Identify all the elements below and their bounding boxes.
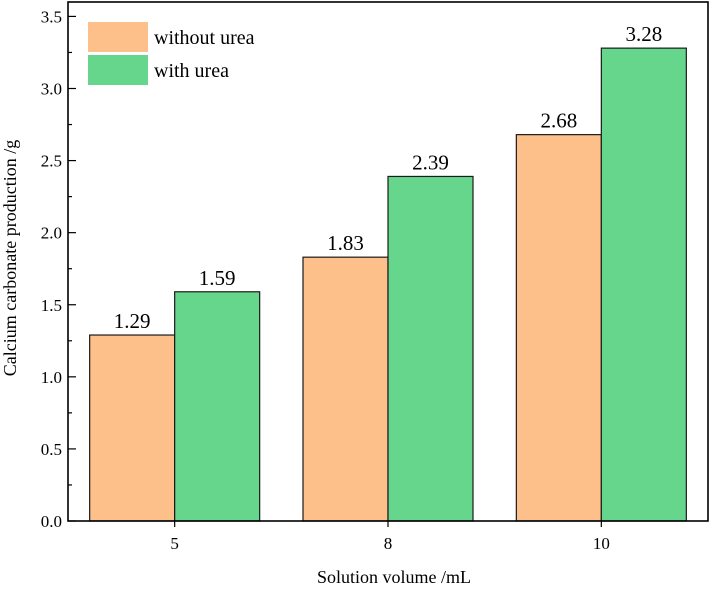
legend-label: with urea bbox=[154, 60, 229, 82]
bar-with-urea-10 bbox=[600, 47, 687, 522]
data-label: 2.68 bbox=[540, 109, 577, 133]
y-tick-label: 3.0 bbox=[41, 80, 62, 99]
legend: without urea with urea bbox=[88, 22, 255, 85]
y-tick-label: 1.5 bbox=[41, 296, 62, 315]
x-tick-label: 8 bbox=[384, 534, 393, 553]
data-label: 1.59 bbox=[199, 266, 236, 290]
y-tick-label: 1.0 bbox=[41, 368, 62, 387]
x-tick-label: 5 bbox=[170, 534, 179, 553]
data-label: 2.39 bbox=[412, 150, 449, 174]
y-tick-label: 0.0 bbox=[41, 512, 62, 531]
y-axis-title: Calcium carbonate production /g bbox=[0, 140, 20, 376]
data-label: 1.83 bbox=[327, 231, 364, 255]
bar-without-urea-10 bbox=[515, 134, 602, 522]
y-tick-label: 2.5 bbox=[41, 152, 62, 171]
legend-label: without urea bbox=[154, 27, 255, 49]
bars-layer bbox=[89, 47, 687, 522]
y-tick-label: 2.0 bbox=[41, 224, 62, 243]
bar-with-urea-5 bbox=[174, 291, 261, 522]
x-tick-label: 10 bbox=[593, 534, 610, 553]
bar-without-urea-8 bbox=[302, 256, 389, 522]
axes-layer: 0.0 0.5 1.0 1.5 2.0 2.5 3.0 3.5 5 8 10 bbox=[41, 1, 709, 553]
bar-without-urea-5 bbox=[89, 334, 176, 522]
x-axis-title: Solution volume /mL bbox=[317, 567, 471, 587]
y-tick-label: 3.5 bbox=[41, 7, 62, 26]
data-label: 1.29 bbox=[114, 309, 151, 333]
legend-swatch bbox=[88, 55, 148, 85]
data-labels-layer: 1.29 1.59 1.83 2.39 2.68 3.28 bbox=[114, 22, 662, 333]
data-label: 3.28 bbox=[625, 22, 662, 46]
legend-swatch bbox=[88, 22, 148, 52]
y-tick-label: 0.5 bbox=[41, 440, 62, 459]
bar-with-urea-8 bbox=[387, 175, 474, 522]
